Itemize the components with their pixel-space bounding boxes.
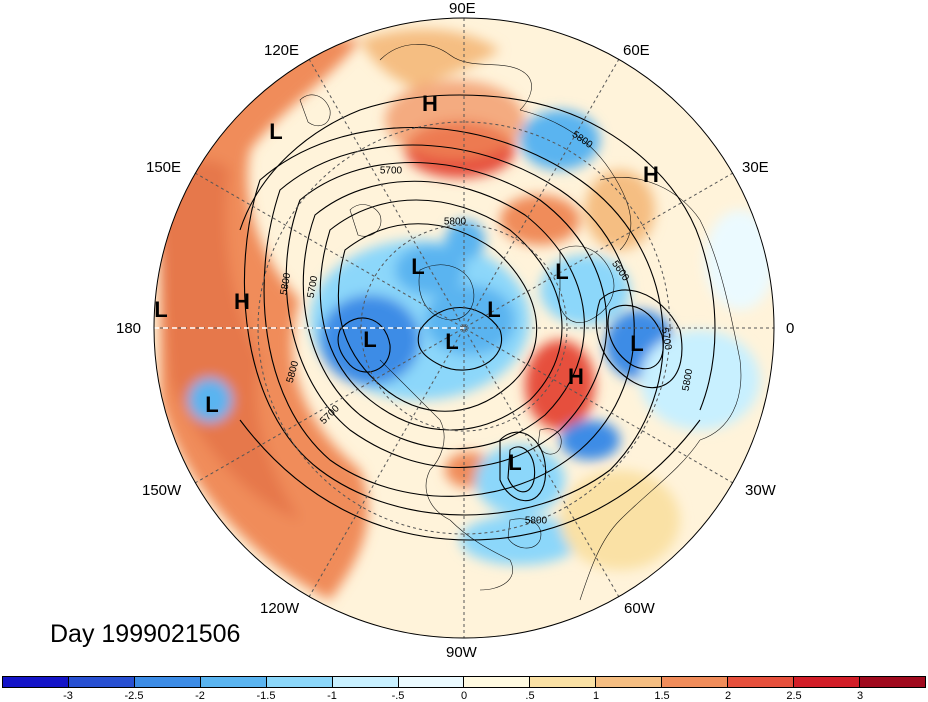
lon-label-60w: 60W [624, 600, 655, 617]
low-pressure-marker: L [269, 119, 283, 144]
colorbar-tick-label: -1 [327, 690, 337, 702]
high-pressure-marker: H [234, 289, 250, 314]
low-pressure-marker: L [555, 259, 569, 284]
lon-label-60e: 60E [623, 42, 650, 59]
colorbar-cell [68, 677, 135, 687]
contour-label: 5800 [443, 216, 467, 228]
colorbar-tick-label: -1.5 [256, 690, 276, 702]
colorbar-tick-label: .5 [525, 690, 535, 702]
colorbar-tick-label: 1.5 [654, 690, 670, 702]
colorbar-cell [398, 677, 465, 687]
colorbar-tick-label: 1 [592, 690, 600, 702]
colorbar-tick-label: -2 [195, 690, 205, 702]
low-pressure-marker: L [508, 450, 522, 475]
colorbar-cell [3, 677, 69, 687]
high-pressure-marker: H [643, 162, 659, 187]
colorbar-cell [794, 677, 860, 687]
high-pressure-marker: H [422, 91, 438, 116]
map-border [153, 17, 775, 639]
lon-label-0: 0 [786, 320, 795, 337]
lon-label-30w: 30W [745, 482, 776, 499]
colorbar [2, 676, 926, 688]
colorbar-tick-label: 3 [856, 690, 864, 702]
contour-label: 5800 [524, 515, 548, 527]
lon-label-180: 180 [116, 320, 142, 337]
colorbar-cell [596, 677, 663, 687]
colorbar-cell [464, 677, 531, 687]
low-pressure-marker: L [205, 392, 219, 417]
colorbar-cell [530, 677, 597, 687]
lon-label-120w: 120W [260, 600, 300, 617]
colorbar-cell [662, 677, 729, 687]
low-pressure-marker: L [411, 254, 425, 279]
colorbar-tick-label: -2.5 [124, 690, 144, 702]
low-pressure-marker: L [363, 327, 377, 352]
colorbar-cell [728, 677, 795, 687]
low-pressure-marker: L [154, 297, 168, 322]
contour-label: 5700 [379, 165, 403, 177]
colorbar-tick-label: -.5 [391, 690, 405, 702]
low-pressure-marker: L [445, 329, 459, 354]
lon-label-90e: 90E [449, 0, 476, 17]
colorbar-cell [134, 677, 201, 687]
lon-label-150w: 150W [142, 482, 182, 499]
colorbar-cell [266, 677, 333, 687]
low-pressure-marker: L [487, 297, 501, 322]
high-pressure-marker: H [568, 364, 584, 389]
low-pressure-marker: L [630, 331, 644, 356]
lon-label-150e: 150E [146, 159, 182, 176]
height-contours [239, 94, 716, 541]
lon-label-30e: 30E [742, 159, 769, 176]
map-title: Day 1999021506 [50, 620, 241, 648]
colorbar-tick-label: 0 [460, 690, 468, 702]
colorbar-cell [332, 677, 399, 687]
colorbar-tick-label: 2 [724, 690, 732, 702]
colorbar-tick-label: -3 [63, 690, 73, 702]
colorbar-cell [859, 677, 925, 687]
lon-label-90w: 90W [446, 644, 477, 661]
colorbar-cell [200, 677, 267, 687]
lon-label-120e: 120E [264, 42, 300, 59]
colorbar-tick-label: 2.5 [786, 690, 802, 702]
